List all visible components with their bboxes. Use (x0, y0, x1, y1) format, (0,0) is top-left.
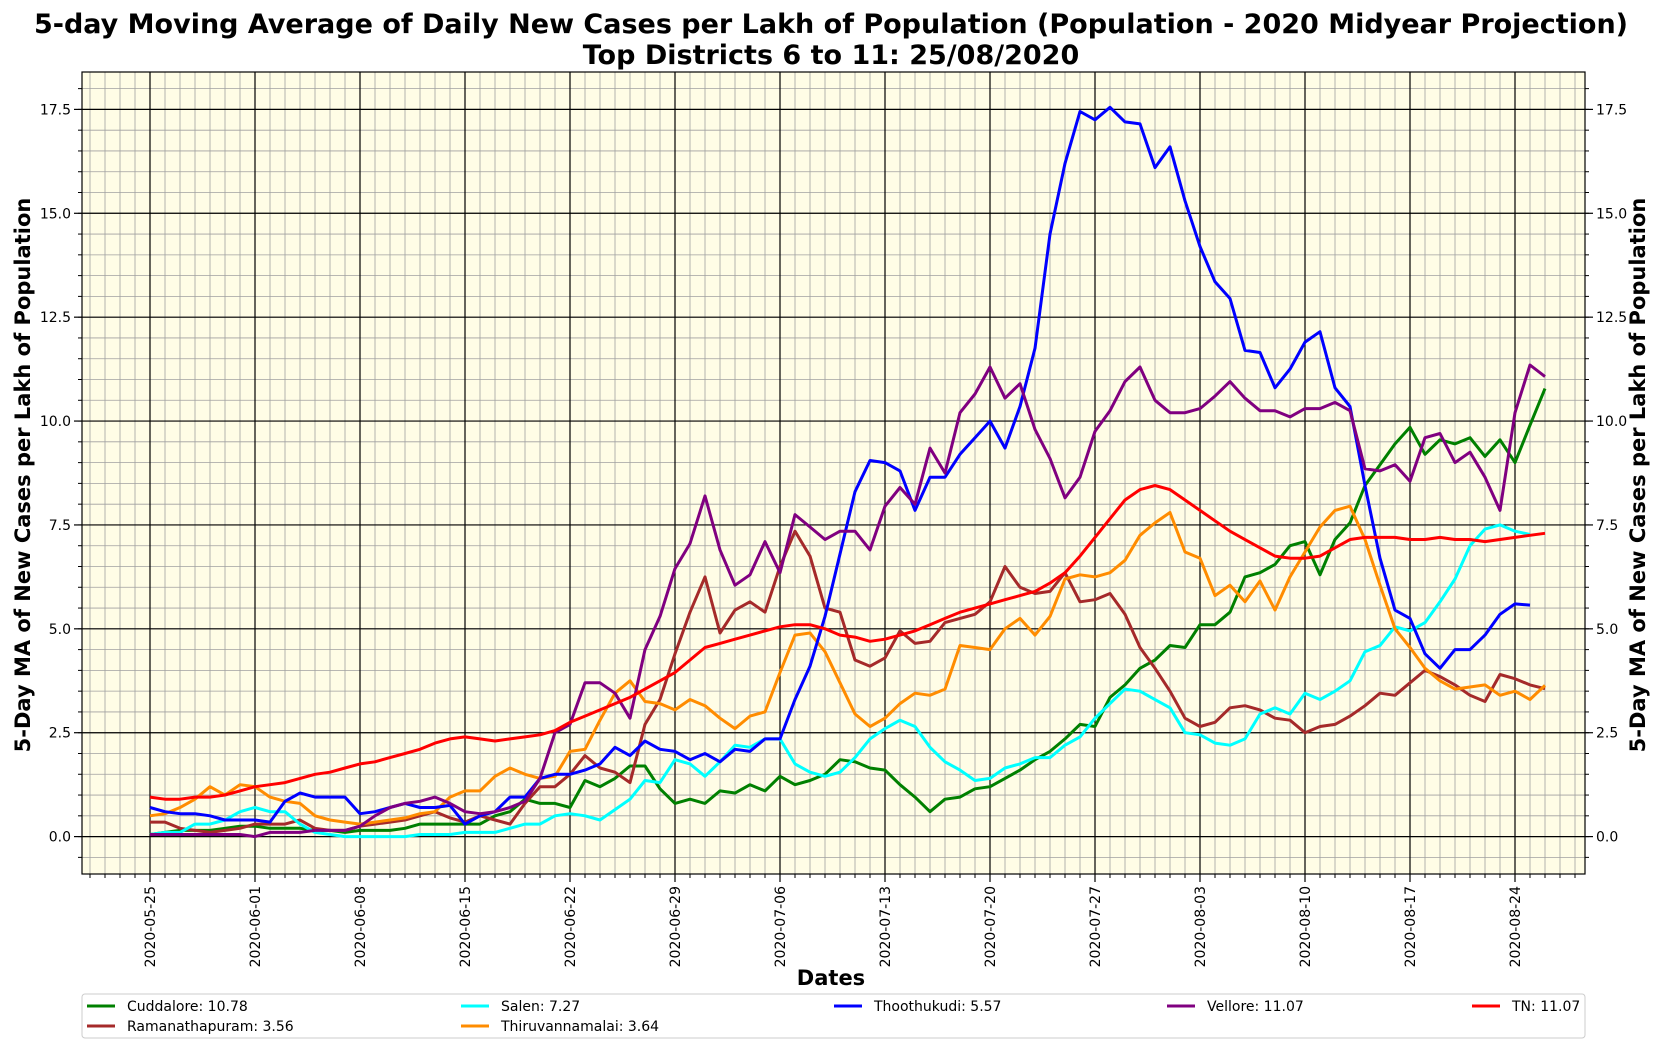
x-tick-label: 2020-08-17 (1403, 886, 1419, 967)
legend-label: Vellore: 11.07 (1207, 999, 1304, 1015)
x-tick-label: 2020-07-06 (773, 886, 789, 967)
y-axis-label-right: 5-Day MA of New Cases per Lakh of Popula… (1626, 198, 1650, 753)
y-tick-label-right: 10.0 (1596, 414, 1627, 430)
x-axis-label: Dates (797, 966, 865, 990)
series-line-tn (149, 484, 1546, 801)
chart-title-line2: Top Districts 6 to 11: 25/08/2020 (583, 40, 1080, 71)
x-tick-label: 2020-06-08 (353, 886, 369, 967)
y-tick-label-right: 17.5 (1596, 102, 1627, 118)
plot-background (82, 72, 1585, 874)
x-tick-label: 2020-07-20 (983, 886, 999, 967)
x-tick-label: 2020-07-13 (878, 886, 894, 967)
plot-area: 2020-05-25 2020-06-01 2020-06-08 2020-06-15… (40, 71, 1627, 967)
y-tick-label-right: 5.0 (1596, 622, 1618, 638)
series-line-salen (149, 523, 1531, 839)
plot-frame (81, 71, 1586, 875)
y-tick-label-left: 2.5 (49, 726, 71, 742)
legend-label: TN: 11.07 (1511, 999, 1580, 1015)
series-line-thoothukudi (149, 105, 1531, 826)
x-tick-label: 2020-08-24 (1508, 886, 1524, 967)
y-tick-label-right: 15.0 (1596, 206, 1627, 222)
y-tick-label-right: 0.0 (1596, 830, 1618, 846)
y-tick-label-right: 7.5 (1596, 518, 1618, 534)
legend-label: Thiruvannamalai: 3.64 (500, 1019, 659, 1035)
y-tick-label-left: 5.0 (49, 622, 71, 638)
legend-label: Salen: 7.27 (501, 999, 580, 1015)
x-tick-label: 2020-06-15 (458, 886, 474, 967)
x-tick-label: 2020-07-27 (1088, 886, 1104, 967)
y-tick-label-left: 17.5 (40, 102, 71, 118)
legend-label: Thoothukudi: 5.57 (873, 999, 1001, 1015)
series-line-thiruvannamalai (149, 504, 1547, 826)
x-tick-label: 2020-08-03 (1193, 886, 1209, 967)
y-tick-label-left: 15.0 (40, 206, 71, 222)
x-tick-label: 2020-06-01 (248, 886, 264, 967)
x-tick-label: 2020-05-25 (143, 886, 159, 967)
legend-label: Cuddalore: 10.78 (127, 999, 248, 1015)
y-tick-label-right: 2.5 (1596, 726, 1618, 742)
y-tick-label-right: 12.5 (1596, 310, 1627, 326)
x-tick-label: 2020-06-29 (668, 886, 684, 967)
y-tick-label-left: 12.5 (40, 310, 71, 326)
y-tick-label-left: 7.5 (49, 518, 71, 534)
grid (82, 72, 1585, 874)
legend: Cuddalore: 10.78 Salen: 7.27 Thoothukudi: … (81, 993, 1586, 1039)
y-tick-label-left: 10.0 (40, 414, 71, 430)
y-tick-label-left: 0.0 (49, 830, 71, 846)
legend-box (81, 993, 1586, 1039)
chart-title-line1: 5-day Moving Average of Daily New Cases … (34, 9, 1628, 40)
series-group (149, 105, 1547, 839)
series-line-vellore (150, 363, 1546, 839)
legend-label: Ramanathapuram: 3.56 (127, 1019, 294, 1035)
x-tick-label: 2020-06-22 (563, 886, 579, 967)
ticks: 2020-05-25 2020-06-01 2020-06-08 2020-06-15… (40, 88, 1627, 967)
x-tick-label: 2020-08-10 (1298, 886, 1314, 967)
y-axis-label-left: 5-Day MA of New Cases per Lakh of Popula… (11, 198, 35, 753)
